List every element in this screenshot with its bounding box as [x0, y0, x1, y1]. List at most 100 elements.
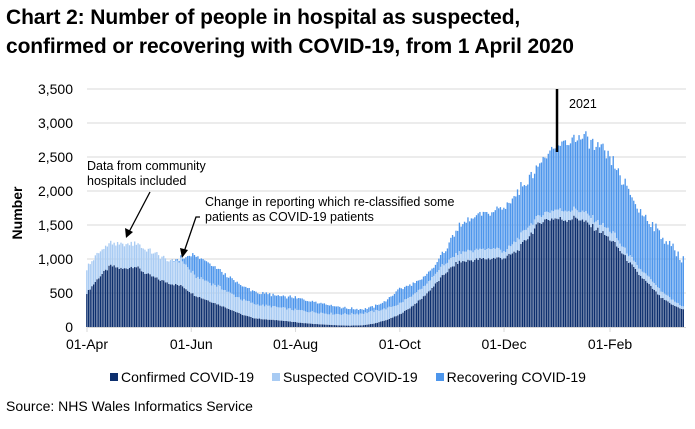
bar-confirmed [304, 323, 307, 327]
bar-recovering [458, 222, 461, 252]
bar-suspected [122, 243, 124, 270]
bar-suspected [245, 300, 247, 316]
bar-recovering [388, 297, 390, 307]
bar-confirmed [99, 276, 102, 327]
bar-suspected [416, 292, 418, 304]
bar-recovering [672, 243, 674, 300]
bar-recovering [627, 188, 630, 257]
bar-recovering [255, 291, 257, 305]
bar-suspected [494, 248, 496, 259]
bar-suspected [306, 311, 308, 324]
legend-swatch-confirmed [110, 373, 118, 381]
bar-recovering [368, 307, 370, 313]
bar-suspected [137, 243, 139, 267]
bar-recovering [504, 208, 507, 253]
bar-suspected [366, 313, 368, 325]
bar-suspected [412, 294, 414, 306]
bar-suspected [593, 222, 596, 231]
bar-suspected [142, 248, 144, 272]
bar-confirmed [296, 322, 298, 327]
bar-confirmed [520, 244, 522, 327]
bar-confirmed [378, 322, 380, 327]
bar-suspected [597, 220, 599, 228]
bar-suspected [304, 311, 307, 324]
bar-recovering [516, 189, 519, 238]
bar-confirmed [585, 220, 587, 327]
bar-suspected [564, 210, 567, 221]
bar-suspected [316, 313, 319, 325]
bar-confirmed [504, 258, 507, 327]
bar-confirmed [243, 315, 245, 327]
bar-confirmed [549, 220, 551, 327]
bar-suspected [662, 291, 664, 299]
bar-suspected [310, 311, 312, 324]
bar-confirmed [429, 290, 432, 327]
bar-confirmed [648, 284, 650, 327]
bar-suspected [643, 272, 645, 279]
bar-suspected [677, 303, 679, 308]
bar-confirmed [672, 304, 674, 327]
bar-confirmed [663, 299, 666, 327]
bar-suspected [185, 264, 187, 290]
bar-suspected [175, 260, 177, 284]
bar-confirmed [212, 302, 214, 327]
bar-suspected [380, 310, 382, 322]
bar-suspected [274, 305, 276, 321]
bar-suspected [590, 217, 592, 228]
bar-recovering [426, 273, 428, 284]
bar-suspected [445, 263, 447, 274]
bar-suspected [149, 248, 151, 275]
bar-suspected [128, 245, 131, 268]
bar-suspected [675, 302, 678, 307]
bar-suspected [612, 231, 614, 241]
bar-confirmed [571, 219, 573, 327]
bar-recovering [588, 148, 590, 216]
bar-recovering [294, 296, 296, 309]
bar-recovering [409, 284, 411, 298]
bar-recovering [320, 302, 322, 313]
bar-confirmed [574, 217, 577, 327]
bar-recovering [364, 308, 367, 313]
bar-confirmed [330, 324, 332, 327]
bar-recovering [183, 258, 185, 264]
bar-confirmed [234, 311, 237, 327]
bar-confirmed [248, 316, 250, 327]
bar-suspected [152, 253, 155, 277]
bar-suspected [125, 244, 127, 269]
bar-suspected [248, 301, 250, 317]
bar-suspected [87, 263, 90, 290]
annotation-community-hospitals: Data from community hospitals included [87, 159, 207, 238]
legend-item-suspected: Suspected COVID-19 [272, 369, 418, 385]
bar-confirmed [450, 267, 452, 327]
bar-confirmed [393, 316, 396, 327]
bar-confirmed [537, 222, 539, 327]
bar-suspected [668, 297, 671, 303]
bar-recovering [561, 141, 563, 212]
bar-confirmed [636, 271, 638, 327]
bar-recovering [448, 242, 450, 260]
bar-recovering [214, 266, 216, 286]
y-tick-label: 0 [65, 319, 73, 335]
bar-recovering [361, 309, 363, 314]
bar-confirmed [469, 260, 471, 327]
bar-confirmed [270, 319, 273, 327]
bar-suspected [195, 278, 197, 297]
bar-confirmed [123, 268, 126, 327]
bar-suspected [86, 270, 88, 295]
bar-recovering [393, 293, 396, 306]
bar-recovering [492, 212, 495, 248]
bar-confirmed [600, 232, 602, 327]
bar-suspected [515, 242, 517, 253]
bar-recovering [660, 239, 662, 292]
bar-suspected [257, 304, 259, 319]
annotation-1-line-1: Data from community [87, 159, 207, 173]
bar-confirmed [359, 325, 361, 327]
bar-confirmed [250, 316, 252, 327]
bar-recovering [491, 212, 493, 250]
bar-confirmed [525, 240, 527, 327]
bar-suspected [280, 307, 283, 321]
bar-confirmed [462, 261, 464, 327]
bar-confirmed [269, 319, 271, 327]
bar-recovering [566, 145, 568, 212]
bar-recovering [602, 143, 604, 224]
